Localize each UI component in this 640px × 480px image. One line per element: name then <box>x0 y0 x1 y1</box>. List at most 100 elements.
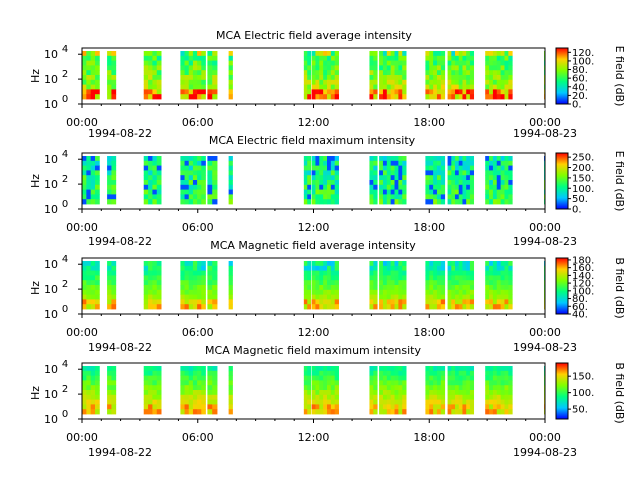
spectrogram-cell <box>212 189 218 195</box>
spectrogram-cell <box>382 275 388 281</box>
spectrogram-cell <box>504 175 509 181</box>
spectrogram-cell <box>455 94 460 100</box>
spectrogram-cell <box>373 184 378 190</box>
spectrogram-cell <box>402 261 407 267</box>
spectrogram-cell <box>425 170 430 176</box>
spectrogram-cell <box>212 394 218 400</box>
spectrogram-cell <box>458 75 463 81</box>
spectrogram-cell <box>425 165 430 171</box>
spectrogram-cell <box>440 399 446 405</box>
spectrogram-cell <box>451 366 456 372</box>
spectrogram-cell <box>207 366 213 372</box>
spectrogram-cell <box>492 394 498 400</box>
spectrogram-cell <box>440 160 446 166</box>
panel-title: MCA Magnetic field maximum intensity <box>205 344 421 357</box>
spectrogram-cell <box>390 289 395 295</box>
spectrogram-cell <box>212 194 218 200</box>
spectrogram-cell <box>440 370 446 376</box>
spectrogram-cell <box>508 270 513 276</box>
spectrogram-cell <box>398 79 403 85</box>
spectrogram-cell <box>180 60 185 66</box>
spectrogram-cell <box>462 65 467 71</box>
spectrogram-cell <box>201 265 206 271</box>
spectrogram-cell <box>82 304 87 310</box>
spectrogram-cell <box>433 394 438 400</box>
spectrogram-cell <box>111 261 117 267</box>
spectrogram-cell <box>184 199 190 205</box>
spectrogram-cell <box>466 60 471 66</box>
spectrogram-cell <box>152 156 158 162</box>
spectrogram-cell <box>500 199 505 205</box>
spectrogram-cell <box>82 160 87 166</box>
spectrogram-cell <box>455 280 460 286</box>
spectrogram-cell <box>455 404 460 410</box>
spectrogram-cell <box>90 304 96 310</box>
spectrogram-cell <box>111 380 117 386</box>
spectrogram-cell <box>429 285 434 291</box>
spectrogram-cell <box>143 270 149 276</box>
spectrogram-cell <box>192 175 198 181</box>
spectrogram-cell <box>458 404 463 410</box>
spectrogram-cell <box>429 89 434 95</box>
spectrogram-cell <box>334 79 339 85</box>
spectrogram-cell <box>382 156 388 162</box>
spectrogram-cell <box>311 394 316 400</box>
spectrogram-cell <box>228 184 233 190</box>
spectrogram-cell <box>382 404 388 410</box>
spectrogram-cell <box>107 94 112 100</box>
spectrogram-cell <box>180 304 185 310</box>
spectrogram-cell <box>152 51 158 57</box>
spectrogram-cell <box>466 55 471 61</box>
spectrogram-cell <box>496 75 502 81</box>
spectrogram-cell <box>458 375 463 381</box>
spectrogram-cell <box>500 189 505 195</box>
spectrogram-cell <box>440 94 446 100</box>
spectrogram-cell <box>334 55 339 61</box>
spectrogram-cell <box>86 70 92 76</box>
spectrogram-cell <box>436 380 442 386</box>
spectrogram-cell <box>188 409 194 415</box>
spectrogram-cell <box>436 289 442 295</box>
spectrogram-cell <box>436 261 442 267</box>
spectrogram-cell <box>334 275 339 281</box>
spectrogram-cell <box>469 84 475 90</box>
spectrogram-cell <box>207 294 213 300</box>
spectrogram-cell <box>458 175 463 181</box>
spectrogram-cell <box>311 299 316 305</box>
spectrogram-cell <box>180 65 185 71</box>
colorbar-tick-label: 50. <box>572 194 588 205</box>
spectrogram-cell <box>382 194 388 200</box>
spectrogram-cell <box>390 180 395 186</box>
spectrogram-cell <box>107 75 112 81</box>
spectrogram-cell <box>111 399 117 405</box>
colorbar-tick-label: 250. <box>572 153 594 164</box>
spectrogram-cell <box>303 399 308 405</box>
spectrogram-cell <box>394 304 399 310</box>
spectrogram-cell <box>152 180 158 186</box>
spectrogram-cell <box>504 299 509 305</box>
spectrogram-cell <box>402 270 407 276</box>
spectrogram-cell <box>319 261 324 267</box>
spectrogram-cell <box>330 189 336 195</box>
spectrogram-cell <box>447 261 452 267</box>
spectrogram-cell <box>462 194 467 200</box>
spectrogram-cell <box>390 156 395 162</box>
spectrogram-cell <box>425 184 430 190</box>
spectrogram-cell <box>394 79 399 85</box>
spectrogram-cell <box>485 404 490 410</box>
spectrogram-cell <box>192 75 198 81</box>
colorbar-label: E field (dB) <box>613 46 626 107</box>
spectrogram-cell <box>156 385 162 391</box>
spectrogram-cell <box>152 79 158 85</box>
spectrogram-cell <box>212 390 218 396</box>
spectrogram-cell <box>402 184 407 190</box>
spectrogram-cell <box>436 84 442 90</box>
spectrogram-cell <box>156 280 162 286</box>
spectrogram-cell <box>469 194 475 200</box>
spectrogram-cell <box>373 275 378 281</box>
y-tick-exponent: 4 <box>62 254 68 265</box>
spectrogram-cell <box>390 89 395 95</box>
colorbar <box>555 47 569 105</box>
spectrogram-cell <box>398 84 403 90</box>
spectrogram-cell <box>156 370 162 376</box>
